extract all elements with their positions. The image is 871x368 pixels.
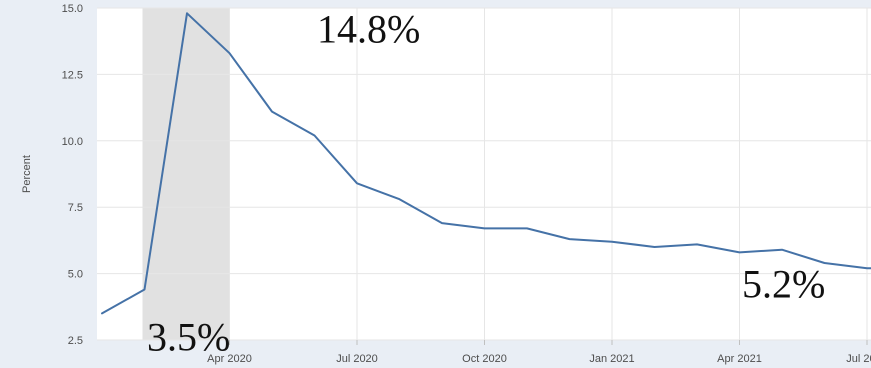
x-tick-label: Oct 2020 — [462, 353, 507, 365]
y-tick-label: 2.5 — [68, 335, 83, 347]
x-tick-label: Jul 2021 — [846, 353, 871, 365]
y-tick-label: 5.0 — [68, 269, 83, 281]
y-axis-title: Percent — [21, 155, 33, 193]
x-tick-label: Apr 2021 — [717, 353, 762, 365]
y-tick-label: 10.0 — [62, 136, 83, 148]
x-tick-label: Jul 2020 — [336, 353, 378, 365]
annotation-label: 14.8% — [317, 7, 420, 52]
y-tick-label: 15.0 — [62, 3, 83, 15]
annotation-label: 5.2% — [742, 262, 825, 307]
x-tick-label: Apr 2020 — [207, 353, 252, 365]
y-tick-label: 12.5 — [62, 69, 83, 81]
recession-shading — [142, 8, 230, 340]
series-line — [101, 12, 871, 315]
x-tick-label: Jan 2021 — [589, 353, 634, 365]
y-tick-label: 7.5 — [68, 202, 83, 214]
annotation-label: 3.5% — [147, 315, 230, 360]
